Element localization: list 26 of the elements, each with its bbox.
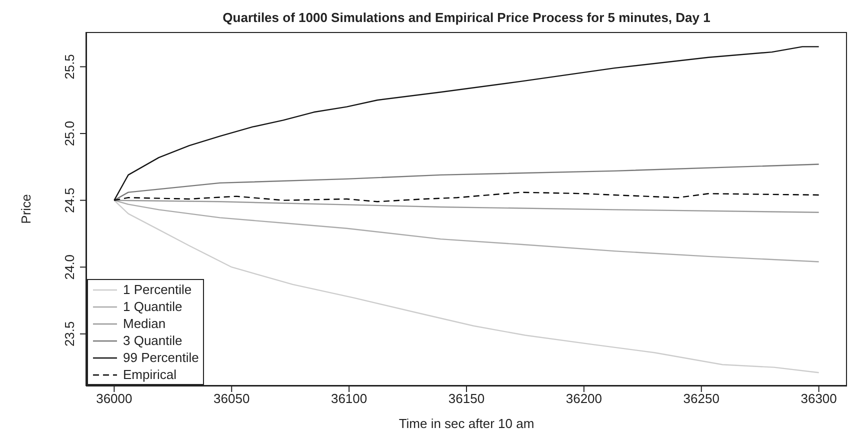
- x-tick-label: 36250: [683, 391, 720, 406]
- x-tick-label: 36300: [800, 391, 837, 406]
- line-series: [114, 200, 820, 213]
- legend-label: Empirical: [123, 366, 176, 383]
- legend-label: 1 Percentile: [123, 281, 192, 298]
- x-axis-title: Time in sec after 10 am: [398, 416, 534, 431]
- line-series: [114, 200, 820, 262]
- legend-label: 99 Percentile: [123, 349, 199, 366]
- line-series: [114, 192, 820, 202]
- x-tick-label: 36150: [448, 391, 485, 406]
- x-tick-label: 36000: [96, 391, 132, 406]
- y-tick-label: 25.5: [62, 54, 77, 80]
- y-tick-label: 25.0: [62, 120, 77, 146]
- y-axis-title: Price: [18, 194, 34, 224]
- y-tick-label: 24.5: [62, 188, 77, 213]
- x-tick-label: 36200: [566, 391, 602, 406]
- x-tick-label: 36100: [330, 391, 368, 406]
- y-tick-label: 23.5: [62, 321, 77, 347]
- x-tick-label: 36050: [214, 391, 250, 406]
- legend-label: 1 Quantile: [123, 298, 182, 315]
- line-series: [114, 46, 820, 201]
- chart-title: Quartiles of 1000 Simulations and Empirical Price Process for 5 minutes, Day 1: [222, 10, 712, 25]
- y-tick-label: 24.0: [62, 254, 77, 280]
- legend-label: 3 Quantile: [123, 332, 182, 349]
- legend-label: Median: [123, 315, 166, 332]
- line-series: [114, 164, 820, 201]
